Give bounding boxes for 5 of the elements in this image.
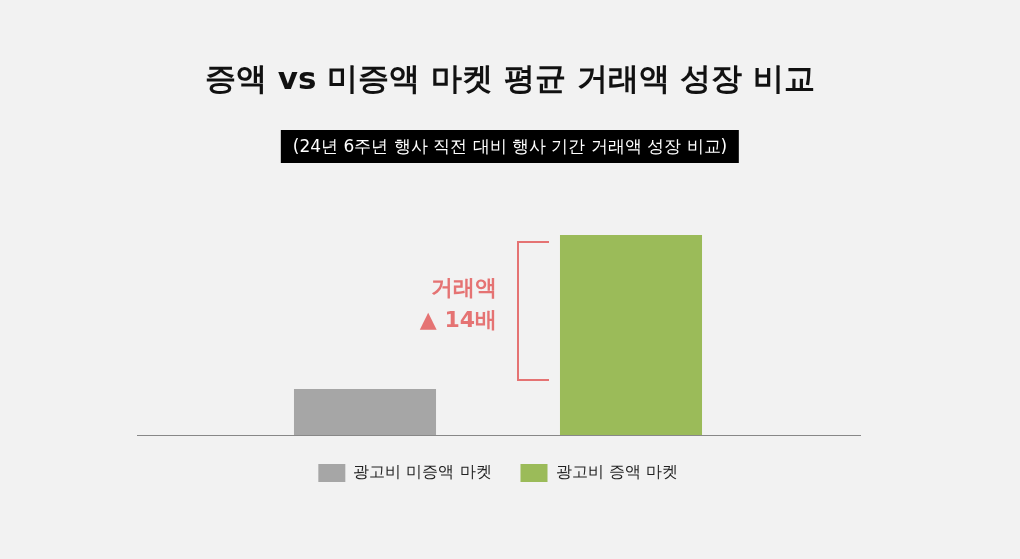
chart-subtitle: (24년 6주년 행사 직전 대비 행사 기간 거래액 성장 비교) <box>280 130 740 163</box>
legend-label: 광고비 미증액 마켓 <box>353 462 492 482</box>
chart-title: 증액 vs 미증액 마켓 평균 거래액 성장 비교 <box>203 59 817 98</box>
legend-label: 광고비 증액 마켓 <box>555 462 678 482</box>
annotation: 거래액 ▲ 14배 <box>419 274 497 332</box>
